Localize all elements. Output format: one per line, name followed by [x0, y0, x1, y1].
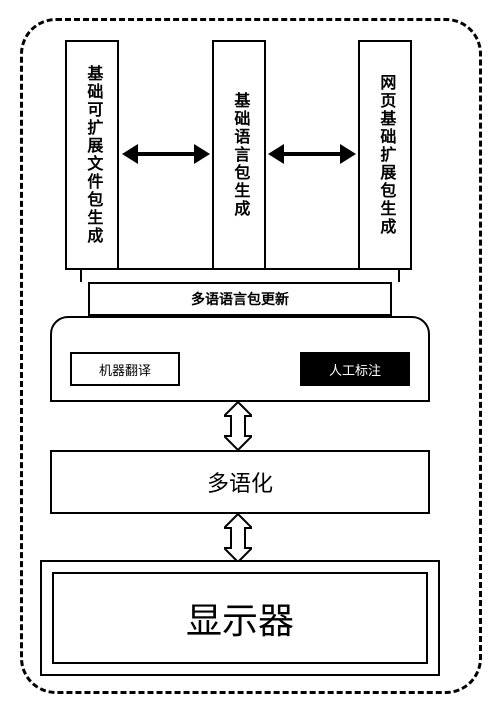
- arrow-col-mid-right: [282, 152, 342, 156]
- column-left: 基础可扩展文件包生成: [65, 40, 119, 270]
- human-annotate-label: 人工标注: [329, 360, 381, 379]
- display-label: 显示器: [186, 592, 294, 644]
- arrow-col-left-mid: [136, 152, 196, 156]
- column-mid-label: 基础语言包生成: [229, 92, 250, 218]
- column-right: 网页基础扩展包生成: [358, 40, 412, 270]
- machine-translate-label: 机器翻译: [99, 360, 151, 379]
- multilingual-label: 多语化: [207, 466, 273, 498]
- column-right-label: 网页基础扩展包生成: [375, 74, 396, 236]
- update-bar: 多语语言包更新: [88, 282, 392, 316]
- arrow-panel-to-multi: [224, 402, 252, 450]
- multilingual-box: 多语化: [50, 450, 430, 514]
- column-left-label: 基础可扩展文件包生成: [82, 65, 103, 245]
- human-annotate-box: 人工标注: [300, 352, 410, 386]
- display-box: 显示器: [52, 572, 428, 664]
- update-bar-label: 多语语言包更新: [191, 289, 289, 309]
- column-mid: 基础语言包生成: [212, 40, 266, 270]
- connector-bar: [80, 268, 400, 282]
- machine-translate-box: 机器翻译: [70, 352, 180, 386]
- arrow-multi-to-display: [224, 514, 252, 562]
